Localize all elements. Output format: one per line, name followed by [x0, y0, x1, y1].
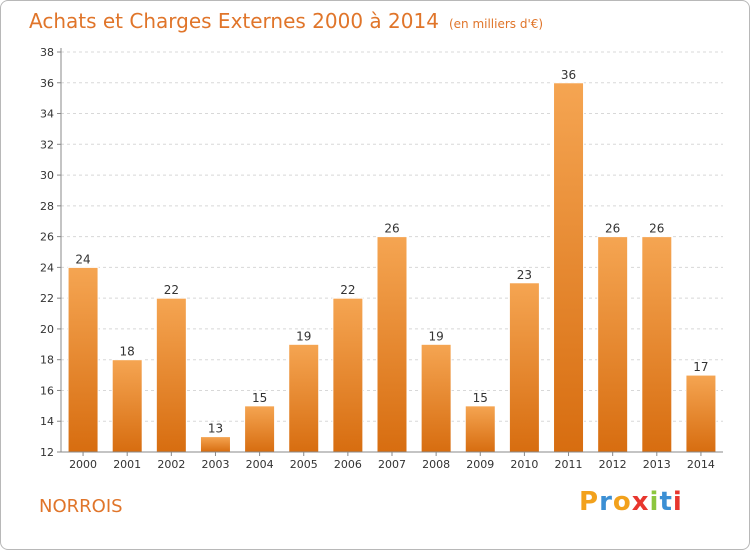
bar-2011	[553, 82, 585, 453]
bar-value-label: 13	[208, 422, 223, 436]
bar-value-label: 19	[296, 329, 311, 343]
logo-letter: P	[579, 487, 600, 517]
logo-letter: x	[631, 487, 650, 517]
y-tick-label: 16	[40, 384, 54, 397]
bar-2007	[376, 236, 408, 453]
x-tick-label: 2004	[246, 458, 274, 471]
bar-2006	[332, 297, 364, 453]
y-tick-label: 34	[40, 108, 54, 121]
logo-letter: r	[599, 487, 613, 517]
y-tick-label: 18	[40, 354, 54, 367]
labels: 24 2000 18 2001 22 2002 13 2003 15 2004 19 2005 22 20…	[69, 68, 715, 471]
logo-letter: o	[612, 487, 632, 517]
bar-2002	[155, 297, 187, 453]
x-tick-label: 2001	[113, 458, 141, 471]
y-tick-label: 32	[40, 138, 54, 151]
y-tick-label: 22	[40, 292, 54, 305]
y-tick-label: 20	[40, 323, 54, 336]
x-tick-label: 2006	[334, 458, 362, 471]
bar-2005	[288, 343, 320, 453]
proxiti-logo: Proxiti	[579, 487, 683, 517]
axes: 12 14 16 18 20 22 24 26 28 30 32 34 36 38	[40, 46, 723, 459]
commune-name: NORROIS	[39, 496, 123, 517]
y-tick-label: 30	[40, 169, 54, 182]
bar-value-label: 24	[75, 252, 90, 266]
x-tick-label: 2010	[510, 458, 538, 471]
chart-title: Achats et Charges Externes 2000 à 2014 (e…	[29, 9, 543, 33]
logo-letter: i	[672, 487, 683, 517]
bar-value-label: 15	[473, 391, 488, 405]
bar-2014	[685, 374, 717, 453]
bar-value-label: 26	[384, 222, 399, 236]
x-tick-label: 2012	[599, 458, 627, 471]
y-tick-label: 26	[40, 231, 54, 244]
x-tick-label: 2013	[643, 458, 671, 471]
y-tick-label: 28	[40, 200, 54, 213]
chart-title-text: Achats et Charges Externes 2000 à 2014	[29, 9, 439, 33]
x-tick-label: 2002	[157, 458, 185, 471]
bar-value-label: 36	[561, 68, 576, 82]
bar-value-label: 18	[120, 345, 135, 359]
bar-2010	[508, 282, 540, 453]
bar-value-label: 17	[693, 360, 708, 374]
bar-value-label: 22	[340, 283, 355, 297]
y-tick-label: 24	[40, 261, 54, 274]
x-tick-label: 2003	[201, 458, 229, 471]
bar-value-label: 23	[517, 268, 532, 282]
bar-2008	[420, 343, 452, 453]
logo-letter: i	[649, 487, 660, 517]
bar-2000	[67, 266, 99, 453]
bar-2003	[199, 436, 231, 453]
bar-2012	[597, 236, 629, 453]
x-tick-label: 2005	[290, 458, 318, 471]
y-tick-label: 14	[40, 415, 54, 428]
bar-value-label: 19	[428, 329, 443, 343]
bar-2013	[641, 236, 673, 453]
bar-value-label: 26	[605, 222, 620, 236]
bar-value-label: 26	[649, 222, 664, 236]
y-tick-label: 38	[40, 46, 54, 59]
chart-unit: (en milliers d'€)	[448, 17, 544, 31]
x-tick-label: 2000	[69, 458, 97, 471]
x-tick-label: 2011	[555, 458, 583, 471]
bar-value-label: 15	[252, 391, 267, 405]
y-tick-label: 12	[40, 446, 54, 459]
x-tick-label: 2014	[687, 458, 715, 471]
y-tick-label: 36	[40, 77, 54, 90]
x-tick-label: 2008	[422, 458, 450, 471]
bar-2001	[111, 359, 143, 453]
x-tick-label: 2007	[378, 458, 406, 471]
bars	[67, 82, 717, 453]
bar-2009	[464, 405, 496, 453]
bar-value-label: 22	[164, 283, 179, 297]
x-tick-label: 2009	[466, 458, 494, 471]
bar-2004	[244, 405, 276, 453]
logo-letter: t	[659, 487, 673, 517]
